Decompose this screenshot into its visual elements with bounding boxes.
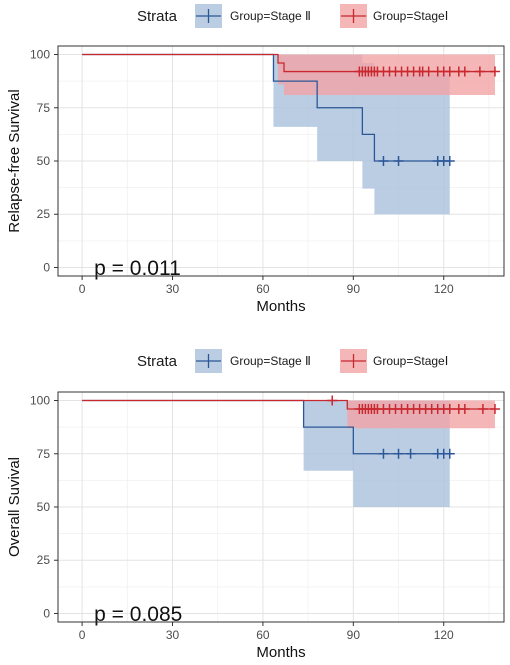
x-tick-label: 120: [434, 282, 454, 296]
chart-panel-2: Strata Group=Stage Ⅱ Group=StageⅠ p = 0.085…: [6, 349, 505, 661]
censor-mark: [327, 395, 338, 406]
legend-label-2: Group=StageⅠ: [373, 354, 448, 368]
censor-mark: [378, 448, 389, 459]
legend-label-1: Group=Stage Ⅱ: [230, 354, 311, 368]
chart-panel-1: Strata Group=Stage Ⅱ Group=StageⅠ p = 0.011…: [6, 4, 505, 315]
survival-curve-1: [82, 53, 450, 162]
censor-mark: [474, 66, 485, 77]
y-tick-label: 100: [30, 48, 50, 62]
legend: Strata Group=Stage Ⅱ Group=StageⅠ: [137, 349, 448, 373]
x-tick-label: 30: [166, 628, 180, 642]
legend-title: Strata: [137, 353, 178, 370]
censor-mark: [444, 448, 455, 459]
censor-marks-1: [378, 448, 455, 459]
y-axis: 0 25 50 75 100 Overall Suvival: [6, 394, 58, 620]
y-axis: 0 25 50 75 100 Relapse-free Survival: [6, 48, 58, 274]
x-tick-label: 90: [347, 628, 361, 642]
x-axis-label: Months: [256, 298, 305, 315]
y-axis-label: Relapse-free Survival: [6, 89, 23, 232]
x-tick-label: 60: [256, 628, 270, 642]
x-axis: 0 30 60 90 120 Months: [79, 622, 454, 661]
censor-mark: [393, 156, 404, 166]
y-tick-label: 0: [43, 260, 50, 274]
censor-mark: [477, 404, 488, 415]
x-axis: 0 30 60 90 120 Months: [79, 276, 454, 315]
censor-mark: [489, 404, 500, 415]
legend-label-1: Group=Stage Ⅱ: [230, 9, 311, 23]
legend: Strata Group=Stage Ⅱ Group=StageⅠ: [137, 4, 448, 28]
x-tick-label: 120: [434, 628, 454, 642]
censor-marks-2: [354, 66, 500, 77]
censor-mark: [459, 66, 470, 77]
x-tick-label: 30: [166, 282, 180, 296]
censor-marks-2: [327, 395, 500, 415]
x-tick-label: 0: [79, 282, 86, 296]
y-tick-label: 25: [37, 553, 51, 567]
x-tick-label: 0: [79, 628, 86, 642]
censor-mark: [459, 404, 470, 415]
y-tick-label: 25: [37, 207, 51, 221]
censor-mark: [444, 404, 455, 415]
x-tick-label: 60: [256, 282, 270, 296]
y-tick-label: 0: [43, 606, 50, 620]
confidence-band-2: [277, 54, 495, 95]
censor-mark: [405, 448, 416, 459]
censor-mark: [378, 156, 389, 166]
p-value-annotation: p = 0.011: [94, 257, 181, 280]
p-value-annotation: p = 0.085: [94, 603, 182, 626]
legend-label-2: Group=StageⅠ: [373, 9, 448, 23]
y-tick-label: 75: [37, 101, 51, 115]
y-axis-label: Overall Suvival: [6, 457, 23, 557]
legend-title: Strata: [137, 8, 178, 25]
y-tick-label: 50: [37, 500, 51, 514]
censor-mark: [393, 448, 404, 459]
y-tick-label: 75: [37, 447, 51, 461]
x-tick-label: 90: [347, 282, 361, 296]
censor-mark: [444, 66, 455, 77]
y-tick-label: 50: [37, 154, 51, 168]
censor-mark: [423, 66, 434, 77]
censor-marks-1: [378, 156, 455, 166]
x-axis-label: Months: [256, 644, 305, 661]
censor-mark: [444, 156, 455, 166]
confidence-band-2: [347, 400, 495, 429]
survival-curve-2: [82, 53, 495, 73]
y-tick-label: 100: [30, 394, 50, 408]
censor-mark: [489, 66, 500, 77]
